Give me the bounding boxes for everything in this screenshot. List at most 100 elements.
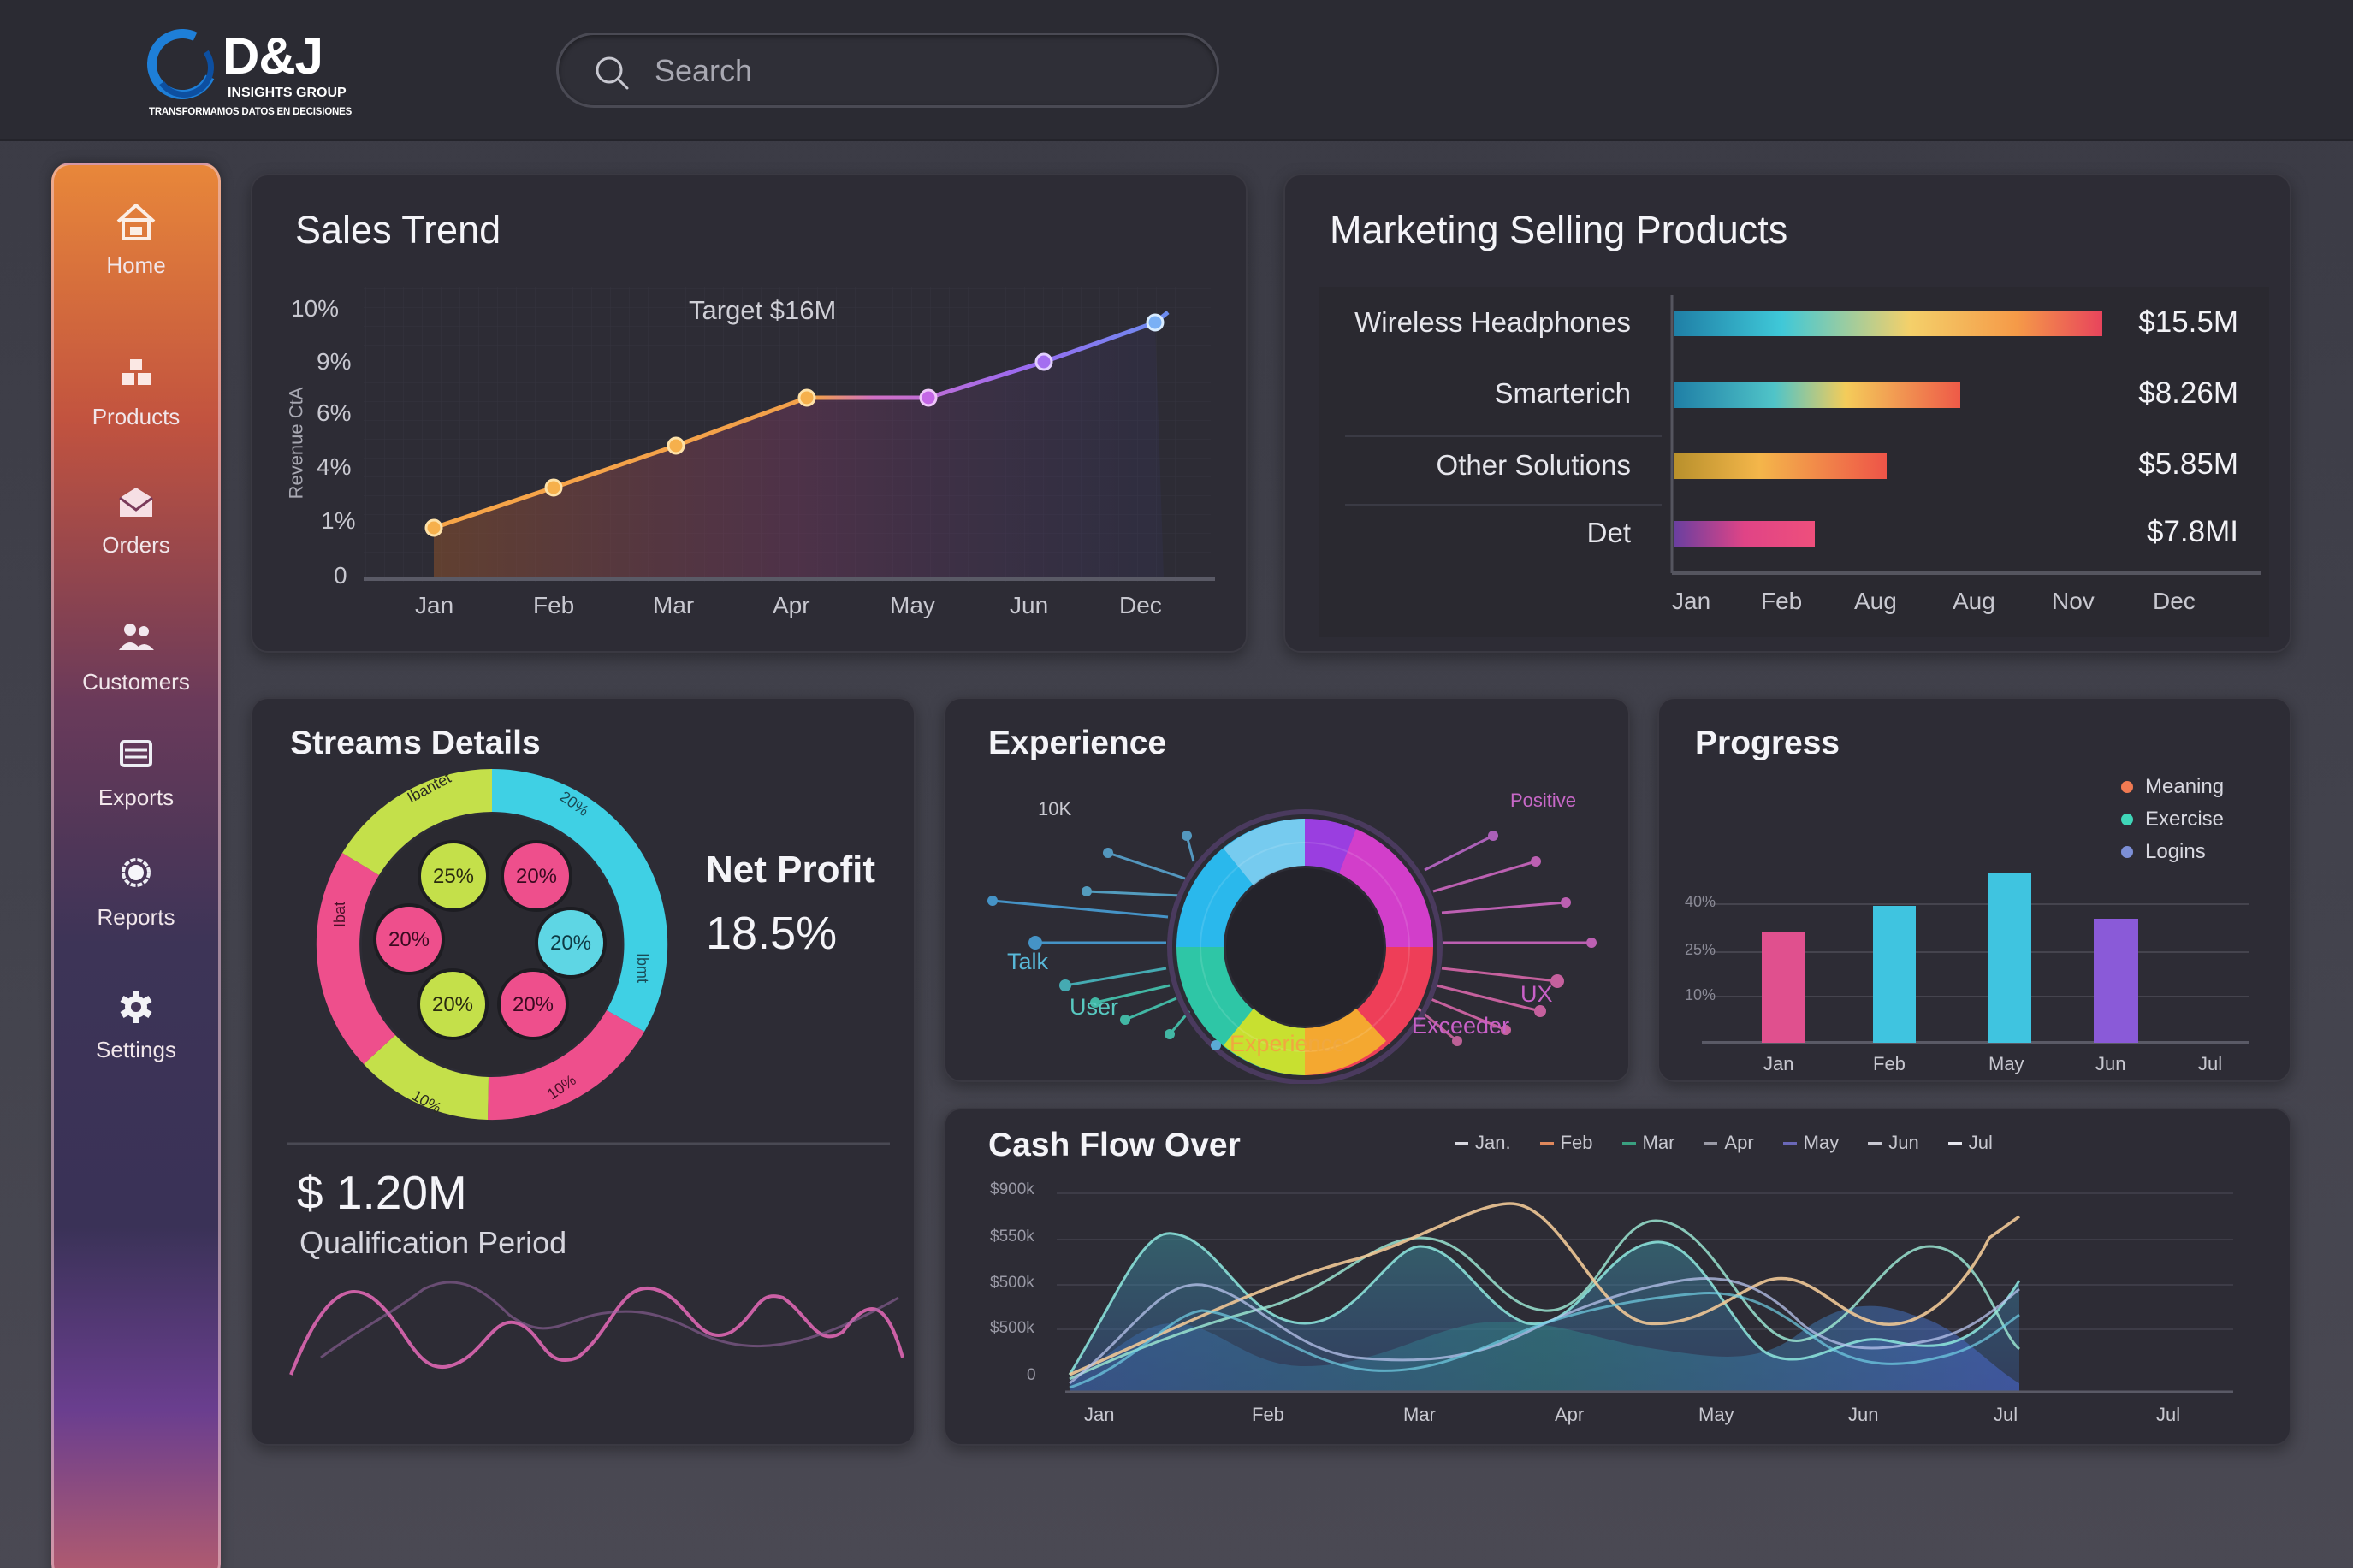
search-bar[interactable]	[556, 33, 1219, 108]
marketing-row-label: Wireless Headphones	[1354, 306, 1631, 338]
y-tick: 0	[334, 562, 347, 589]
experience-label-experience: Experience	[1230, 1031, 1346, 1056]
x-tick: Feb	[1761, 588, 1803, 614]
x-tick: Jul	[2198, 1053, 2223, 1074]
x-tick: Jan	[415, 592, 454, 618]
legend-swatch-icon	[1947, 1142, 1962, 1146]
y-tick: 25%	[1685, 941, 1716, 958]
x-tick: Jun	[1010, 592, 1049, 618]
x-tick: Jun	[2095, 1053, 2126, 1074]
legend-dot-icon	[2121, 846, 2133, 858]
x-tick: May	[1988, 1053, 2024, 1074]
legend-item[interactable]: Apr	[1704, 1132, 1754, 1154]
marketing-row-value: $5.85M	[2138, 447, 2238, 481]
legend-item[interactable]: Meaning	[2121, 771, 2224, 803]
boxes-icon	[122, 359, 151, 385]
search-input[interactable]	[655, 47, 1185, 95]
sales-target-annotation: Target $16M	[689, 295, 837, 325]
cash-flow-title: Cash Flow Over	[988, 1127, 1241, 1163]
sidebar-item-exports[interactable]: Exports	[54, 730, 218, 811]
sidebar-label-customers: Customers	[82, 669, 190, 695]
marketing-bar-chart	[1319, 287, 2269, 637]
experience-label-talk: Talk	[1007, 949, 1049, 974]
sidebar-item-home[interactable]: Home	[54, 198, 218, 279]
legend-item[interactable]: May	[1782, 1132, 1839, 1154]
y-tick: 0	[1027, 1366, 1036, 1384]
experience-label-10k: 10K	[1038, 798, 1072, 820]
experience-panel: Experience	[944, 697, 1630, 1084]
sales-trend-points	[424, 313, 1165, 537]
sidebar-item-settings[interactable]: Settings	[54, 982, 218, 1063]
y-tick: $500k	[990, 1274, 1034, 1292]
gear-icon	[120, 991, 152, 1023]
ring-label: Ibat	[331, 902, 348, 927]
legend-swatch-icon	[1621, 1142, 1636, 1146]
experience-label-ux: UX	[1520, 981, 1553, 1007]
marketing-row-label: Smarterich	[1494, 377, 1631, 409]
legend-item[interactable]: Mar	[1621, 1132, 1674, 1154]
experience-label-user: User	[1070, 994, 1119, 1020]
x-tick: Feb	[1873, 1053, 1906, 1074]
search-icon	[596, 56, 629, 90]
experience-label-exceeder: Exceeder	[1412, 1013, 1510, 1038]
company-logo[interactable]: D&J INSIGHTS GROUP TRANSFORMAMOS DATOS E…	[137, 19, 366, 124]
y-tick: 9%	[317, 348, 352, 375]
legend-swatch-icon	[1868, 1142, 1882, 1146]
legend-item[interactable]: Jan.	[1455, 1132, 1511, 1154]
sidebar-item-customers[interactable]: Customers	[54, 614, 218, 695]
streams-title: Streams Details	[290, 725, 541, 761]
bubble-label: 20%	[388, 928, 430, 951]
legend-item[interactable]: Jul	[1947, 1132, 1993, 1154]
legend-label: Exercise	[2145, 808, 2225, 831]
sidebar-label-settings: Settings	[96, 1037, 176, 1062]
x-tick: Jan	[1084, 1404, 1115, 1425]
qualification-amount: $ 1.20M	[297, 1166, 467, 1219]
x-tick: Aug	[1854, 588, 1897, 614]
x-tick: Feb	[533, 592, 575, 618]
sidebar-label-orders: Orders	[102, 532, 170, 558]
envelope-open-icon	[119, 488, 153, 517]
x-tick: Dec	[1119, 592, 1162, 618]
bubble-label: 25%	[433, 865, 474, 888]
y-tick: $900k	[990, 1180, 1034, 1198]
top-header: D&J INSIGHTS GROUP TRANSFORMAMOS DATOS E…	[0, 0, 2353, 141]
legend-item[interactable]: Jun	[1868, 1132, 1919, 1154]
sales-trend-ylabel: Revenue CtA	[285, 387, 307, 500]
x-tick: Jan	[1763, 1053, 1794, 1074]
marketing-row-value: $7.8MI	[2147, 515, 2238, 548]
streams-panel: Streams Details Ibantet 20% Ibmt 10% 10%…	[251, 697, 916, 1446]
x-tick: Jan	[1672, 588, 1711, 614]
legend-dot-icon	[2121, 781, 2133, 793]
marketing-row-value: $15.5M	[2138, 305, 2238, 339]
home-icon	[116, 204, 156, 240]
experience-radial-chart	[987, 809, 1597, 1084]
marketing-row-label: Det	[1586, 517, 1631, 548]
bubble-label: 20%	[516, 865, 557, 888]
legend-item[interactable]: Exercise	[2121, 803, 2224, 836]
sidebar-label-products: Products	[92, 404, 181, 429]
legend-swatch-icon	[1539, 1142, 1554, 1146]
x-tick: Nov	[2052, 588, 2095, 614]
progress-legend: Meaning Exercise Logins	[2121, 771, 2224, 868]
reports-icon	[122, 858, 151, 887]
sidebar-label-reports: Reports	[97, 904, 175, 930]
legend-swatch-icon	[1455, 1142, 1468, 1146]
logo-tagline: TRANSFORMAMOS DATOS EN DECISIONES	[149, 107, 353, 117]
y-tick: 6%	[317, 399, 352, 426]
x-tick: Jul	[2156, 1404, 2181, 1425]
sidebar-item-orders[interactable]: Orders	[54, 477, 218, 559]
legend-item[interactable]: Feb	[1539, 1132, 1593, 1154]
progress-panel: Progress Meaning Exercise Logins 40% 25%…	[1657, 697, 2291, 1082]
y-tick: 10%	[291, 295, 340, 322]
marketing-panel: Marketing Selling Products	[1283, 174, 2291, 653]
sidebar-label-home: Home	[106, 252, 166, 278]
sidebar-item-reports[interactable]: Reports	[54, 849, 218, 931]
logo-subtitle: INSIGHTS GROUP	[228, 86, 347, 100]
legend-item[interactable]: Logins	[2121, 836, 2224, 868]
x-tick: Apr	[1555, 1404, 1585, 1425]
sidebar-item-products[interactable]: Products	[54, 349, 218, 430]
y-tick: 40%	[1685, 893, 1716, 910]
y-tick: 1%	[321, 507, 356, 534]
y-tick: 4%	[317, 453, 352, 480]
ring-label: Ibmt	[634, 953, 651, 983]
